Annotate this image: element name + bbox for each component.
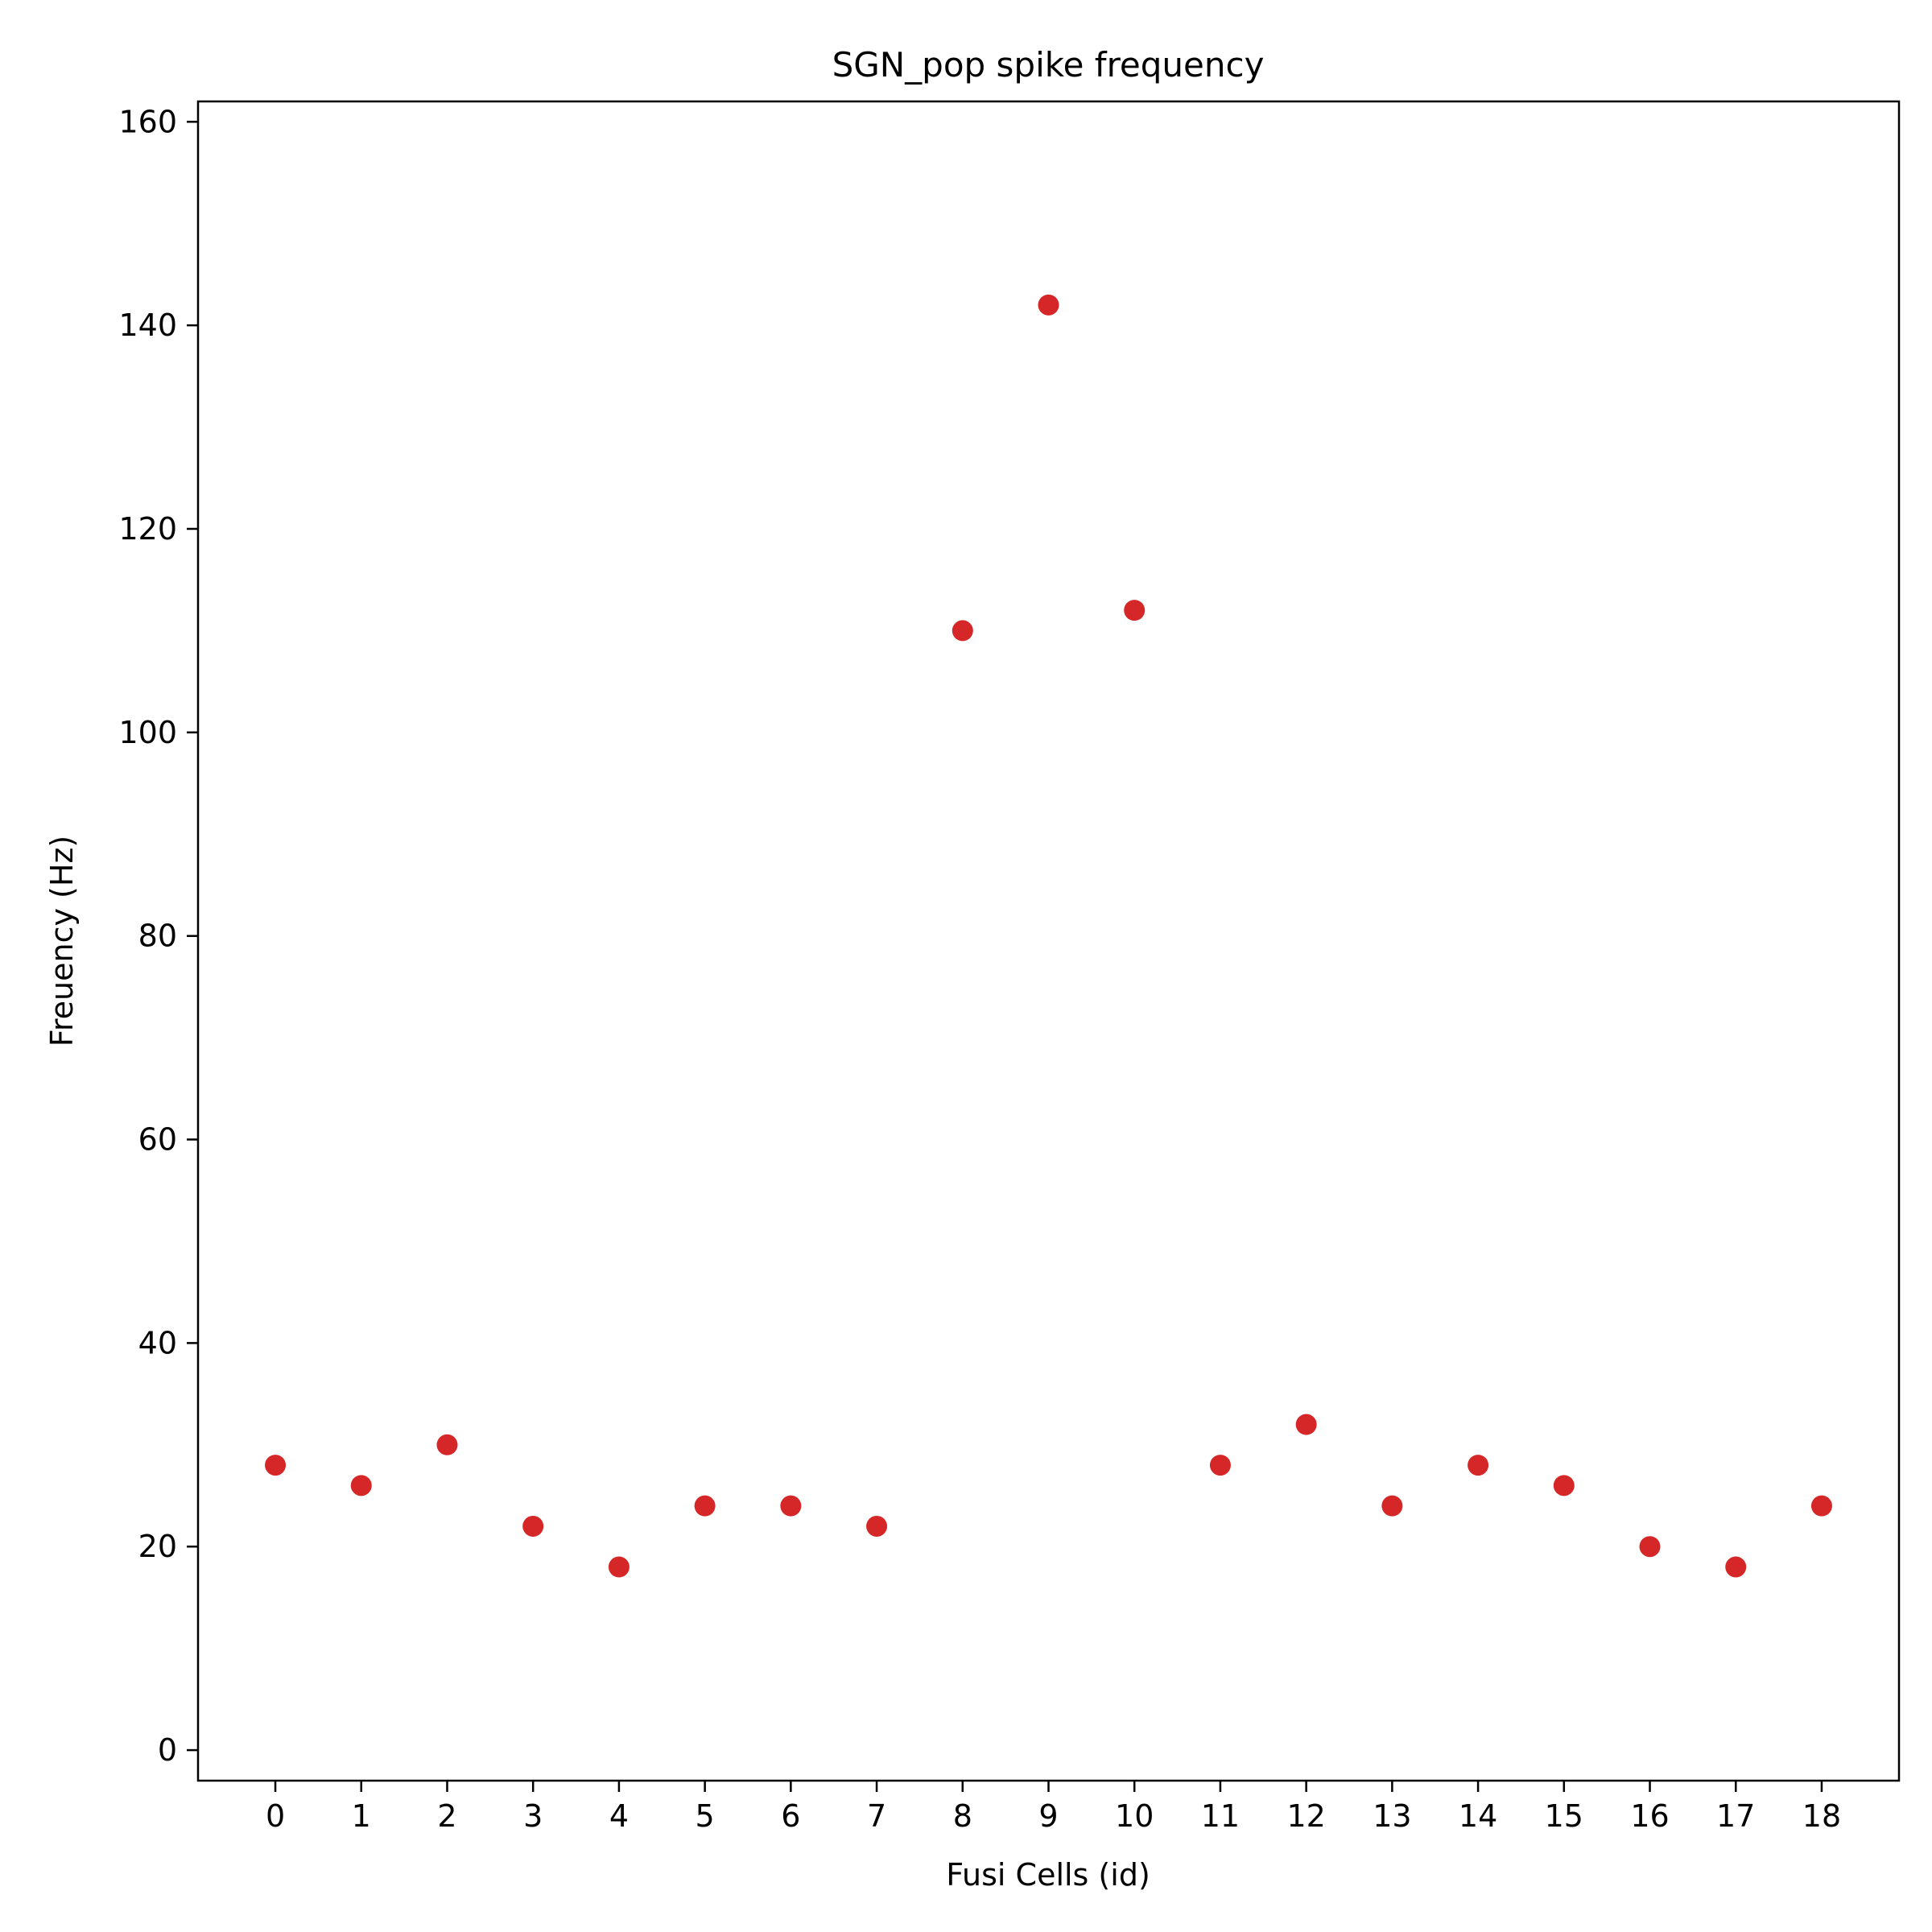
y-axis-label: Freuency (Hz) xyxy=(44,836,80,1046)
x-tick-label: 4 xyxy=(609,1798,629,1834)
scatter-point xyxy=(522,1515,544,1537)
x-tick-label: 3 xyxy=(523,1798,543,1834)
x-tick-label: 12 xyxy=(1286,1798,1325,1834)
y-axis-ticks: 0 20 40 60 80 100 120 140 160 xyxy=(118,104,198,1768)
scatter-point xyxy=(1038,294,1059,316)
x-tick-label: 13 xyxy=(1373,1798,1411,1834)
x-tick-label: 5 xyxy=(696,1798,715,1834)
chart-title: SGN_pop spike frequency xyxy=(832,45,1265,85)
x-tick-label: 17 xyxy=(1716,1798,1755,1834)
scatter-point xyxy=(694,1495,716,1517)
x-tick-label: 1 xyxy=(352,1798,371,1834)
x-tick-label: 18 xyxy=(1802,1798,1841,1834)
y-tick-label: 20 xyxy=(138,1529,177,1564)
plot-area-frame xyxy=(196,100,1901,1782)
x-tick-label: 14 xyxy=(1459,1798,1497,1834)
x-axis-ticks: 0 1 2 3 4 5 6 7 8 9 10 11 12 13 14 15 16 17 18 xyxy=(266,1781,1841,1834)
x-tick-label: 0 xyxy=(266,1798,285,1834)
scatter-point xyxy=(866,1515,888,1537)
x-tick-label: 7 xyxy=(867,1798,886,1834)
scatter-point xyxy=(1810,1495,1832,1517)
scatter-point xyxy=(608,1556,630,1578)
scatter-point xyxy=(1725,1556,1747,1578)
x-tick-label: 6 xyxy=(781,1798,800,1834)
data-points xyxy=(265,294,1832,1578)
y-tick-label: 100 xyxy=(118,715,177,750)
x-tick-label: 10 xyxy=(1115,1798,1154,1834)
x-tick-label: 2 xyxy=(437,1798,456,1834)
y-tick-label: 0 xyxy=(158,1732,177,1768)
x-tick-label: 16 xyxy=(1630,1798,1669,1834)
scatter-point xyxy=(1553,1475,1575,1496)
x-tick-label: 15 xyxy=(1545,1798,1583,1834)
scatter-point xyxy=(350,1475,372,1496)
y-tick-label: 40 xyxy=(138,1325,177,1360)
scatter-point xyxy=(1295,1414,1317,1435)
scatter-point xyxy=(952,620,973,642)
scatter-point xyxy=(265,1455,287,1476)
y-tick-label: 80 xyxy=(138,919,177,954)
scatter-point xyxy=(1381,1495,1403,1517)
y-tick-label: 140 xyxy=(118,308,177,343)
x-axis-label: Fusi Cells (id) xyxy=(946,1857,1150,1893)
y-tick-label: 160 xyxy=(118,104,177,139)
scatter-point xyxy=(1209,1455,1231,1476)
scatter-point xyxy=(780,1495,802,1517)
x-tick-label: 8 xyxy=(953,1798,972,1834)
scatter-point xyxy=(1639,1536,1661,1558)
scatter-point xyxy=(1468,1455,1489,1476)
y-tick-label: 120 xyxy=(118,511,177,547)
x-tick-label: 9 xyxy=(1038,1798,1058,1834)
y-tick-label: 60 xyxy=(138,1122,177,1158)
x-tick-label: 11 xyxy=(1201,1798,1240,1834)
scatter-point xyxy=(436,1434,458,1455)
scatter-point xyxy=(1124,600,1146,621)
